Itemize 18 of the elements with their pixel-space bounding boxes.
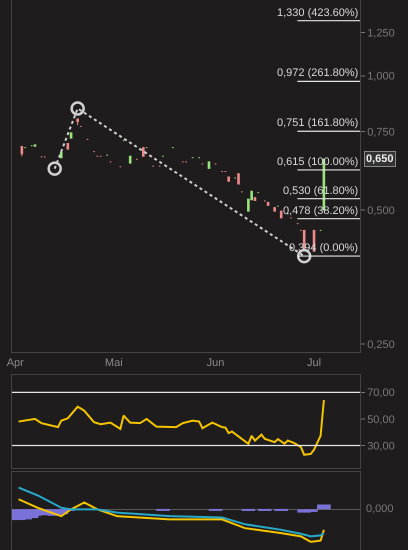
y-tick-label: 0,250 <box>367 338 395 351</box>
x-tick-label: Jul <box>307 357 322 370</box>
ref-line-label: 0,478 (38.20%) <box>283 205 358 217</box>
y-tick-label: 0,500 <box>367 204 395 217</box>
y-tick-label: 0,750 <box>367 126 395 138</box>
text: 0,000 <box>366 503 394 515</box>
ref-line-label: 1,330 (423.60%) <box>277 7 358 19</box>
x-tick-label: Apr <box>6 357 24 370</box>
ref-line-label: 0,972 (261.80%) <box>277 67 358 79</box>
y-tick-label: 50,00 <box>367 414 395 426</box>
text: 0,650 <box>366 153 394 165</box>
y-tick-label: 1,000 <box>367 70 395 83</box>
ref-line-label: 0,751 (161.80%) <box>277 117 358 129</box>
y-tick-label: 70,00 <box>367 387 395 400</box>
x-tick-label: Jun <box>206 357 224 370</box>
x-tick-label: Mai <box>104 357 123 370</box>
y-tick-label: 1,250 <box>367 28 395 40</box>
y-tick-label: 30,00 <box>367 440 395 452</box>
